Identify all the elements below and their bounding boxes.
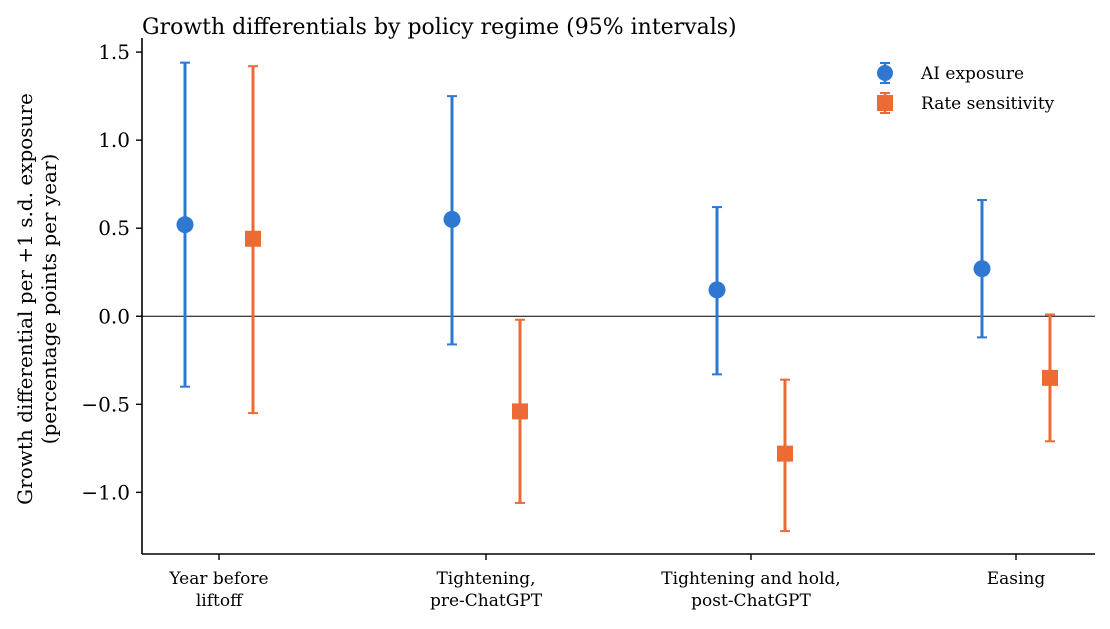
y-tick-label: −1.0 — [81, 480, 130, 504]
y-tick-label: 0.5 — [98, 216, 130, 240]
x-tick-label: pre-ChatGPT — [430, 591, 543, 611]
legend-entry: AI exposure — [877, 62, 1024, 84]
x-tick-label: Tightening and hold, — [661, 569, 840, 589]
chart-title: Growth differentials by policy regime (9… — [142, 15, 737, 40]
data-point — [777, 445, 793, 462]
data-point — [245, 230, 261, 247]
data-point — [512, 403, 528, 420]
legend-marker — [877, 95, 893, 111]
legend: AI exposure Rate sensitivity — [877, 62, 1055, 114]
series-layer — [176, 61, 1058, 533]
x-tick-label: Tightening, — [436, 569, 535, 589]
y-axis-label-line-1: Growth differential per +1 s.d. exposure — [13, 93, 37, 505]
series-ai-exposure — [176, 61, 991, 388]
y-tick-label: −0.5 — [81, 392, 130, 416]
data-point — [973, 260, 991, 278]
y-tick-label: 1.5 — [98, 40, 130, 64]
legend-label: AI exposure — [920, 64, 1024, 84]
data-point — [443, 210, 461, 228]
y-tick-label: 1.0 — [98, 128, 130, 152]
data-point — [1042, 369, 1058, 386]
x-tick-label: Easing — [987, 569, 1046, 589]
y-tick-label: 0.0 — [98, 304, 130, 328]
series-rate-sensitivity — [245, 65, 1058, 533]
x-tick-label: post-ChatGPT — [691, 591, 811, 611]
x-tick-label: Year before — [168, 569, 268, 589]
legend-label: Rate sensitivity — [921, 94, 1055, 114]
legend-entry: Rate sensitivity — [877, 92, 1055, 114]
data-point — [176, 216, 194, 234]
x-tick-label: liftoff — [196, 591, 244, 611]
y-axis-label: Growth differential per +1 s.d. exposure… — [13, 93, 61, 505]
legend-marker — [877, 65, 893, 81]
y-axis-label-line-2: (percentage points per year) — [37, 154, 61, 445]
data-point — [708, 281, 726, 299]
